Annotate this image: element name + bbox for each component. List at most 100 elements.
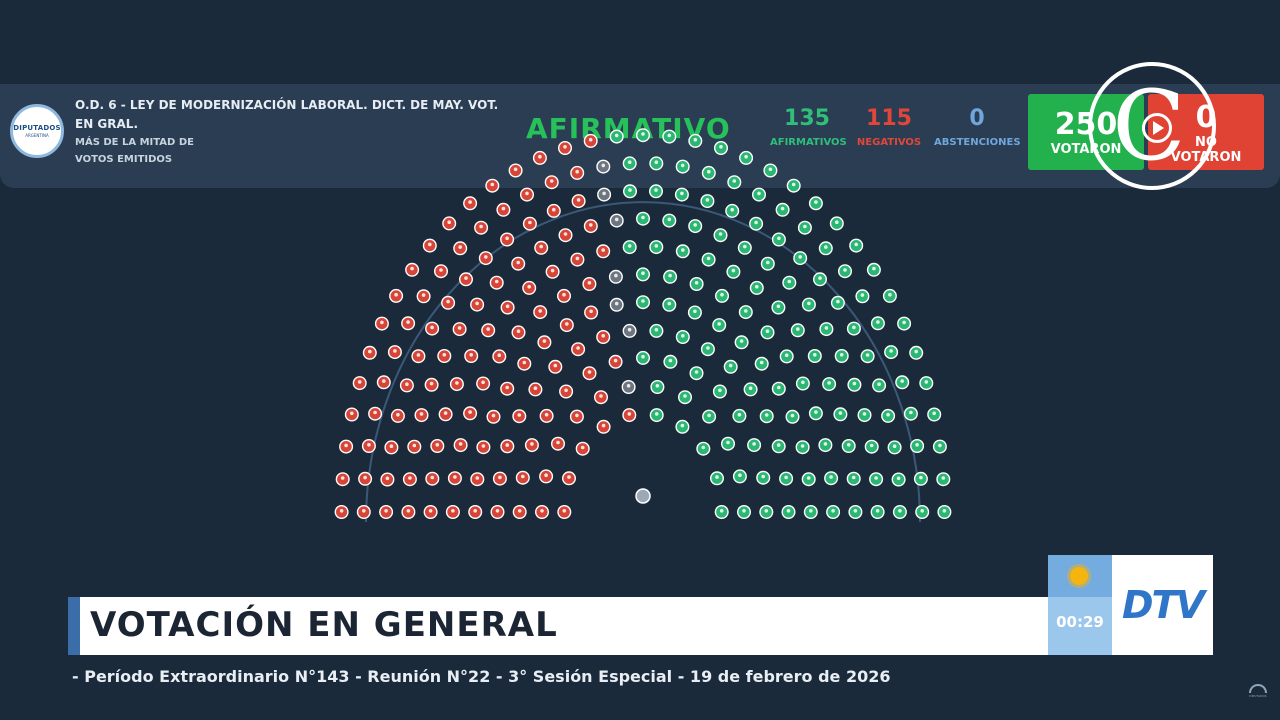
seat-person-icon [898,509,902,513]
seat-person-icon [382,379,386,383]
seat-person-icon [892,444,897,449]
seat-person-icon [575,413,579,418]
seat-person-icon [490,182,495,187]
seat-person-icon [860,293,865,297]
seat-person-icon [538,309,542,313]
seat-person-icon [428,509,433,513]
stat-abstenciones-value: 0 [969,106,985,131]
seat-person-icon [889,349,893,353]
seat-person-icon [442,353,447,357]
seat-person-icon [563,145,567,149]
seat-person-icon [494,279,499,284]
seat-person-icon [896,476,901,481]
seat-person-icon [938,443,942,448]
seat-person-icon [344,443,348,448]
seat-person-icon [654,327,659,332]
seat-person-icon [614,217,619,222]
seat-person-icon [567,475,571,479]
vote-header: DIPUTADOS ARGENTINA O.D. 6 - LEY DE MODE… [0,84,1280,188]
seat-person-icon [339,509,344,513]
seat-person-icon [556,440,560,445]
seat-person-icon [776,443,781,447]
seat-person-icon [654,160,659,164]
seat-person-icon [475,301,479,306]
seat-person-icon [694,281,699,285]
seat-person-icon [410,266,414,271]
seat-person-icon [406,509,411,513]
seat-person-icon [800,444,805,448]
seat-person-icon [473,509,478,513]
diputados-seal-icon: DIPUTADOS ARGENTINA [10,104,64,158]
seat-person-icon [641,299,645,303]
seat-person-icon [475,476,480,480]
seat-person-icon [757,191,761,196]
seat-person-icon [768,167,773,172]
seat-person-icon [576,346,580,350]
seat-person-icon [628,188,632,192]
seat-person-icon [458,442,463,446]
seat-person-icon [728,363,733,368]
seat-person-icon [627,244,632,248]
seat-person-icon [491,413,496,418]
seat-person-icon [719,509,724,513]
seat-person-icon [752,442,756,446]
seat-person-icon [823,442,828,446]
bill-title: O.D. 6 - LEY DE MODERNIZACIÓN LABORAL. D… [75,98,499,131]
diputados-chamber-icon: DIPUTADOS [1246,682,1270,702]
seat-person-icon [843,268,847,272]
seat-person-icon [742,509,746,513]
seat-person-icon [626,384,631,388]
seat-person-icon [429,381,434,386]
seat-person-icon [730,207,734,212]
seat-person-icon [363,475,367,480]
seat-person-icon [875,509,880,513]
seat-person-icon [655,384,660,388]
seat-person-icon [744,154,748,159]
seat-person-icon [765,329,770,334]
seat-person-icon [627,412,632,416]
seat-person-icon [877,382,881,387]
seat-person-icon [744,309,748,313]
seat-person-icon [373,410,377,415]
seat-person-icon [525,191,529,196]
seat-person-icon [501,206,506,211]
seat-person-icon [667,217,672,222]
seat-person-icon [706,346,710,350]
seat-person-icon [587,370,592,374]
seat-person-icon [919,475,923,480]
seat-person-icon [435,443,440,447]
seat-person-icon [668,273,672,278]
seat-person-icon [505,304,510,309]
seat-person-icon [693,223,697,227]
seat-person-icon [654,412,659,416]
seat-person-icon [865,353,870,357]
lower-third-bar: VOTACIÓN EN GENERAL [68,597,1048,655]
stat-abstenciones: 0 ABSTENCIONES [934,106,1021,148]
seat-person-icon [565,322,569,326]
seat-person-icon [777,236,781,241]
seat-person-icon [764,509,769,513]
clock-display: 00:29 [1056,613,1104,631]
seat-person-icon [681,248,685,252]
seat-person-icon [732,179,737,183]
stat-negativos: 115 NEGATIVOS [856,106,922,148]
seat-person-icon [464,276,468,280]
seat-person-icon [807,301,811,306]
seat-person-icon [484,255,488,259]
majority-rule: MÁS DE LA MITAD DE VOTOS EMITIDOS [75,137,194,165]
seat-person-icon [521,474,525,479]
seat-person-icon [553,363,558,368]
seat-person-icon [481,380,485,385]
seat-person-icon [738,473,742,478]
seat-person-icon [588,137,593,142]
seat-person-icon [601,423,606,428]
seat-person-icon [479,224,483,229]
seat-person-icon [641,271,645,276]
seat-person-icon [602,191,606,196]
seat-person-icon [533,386,538,391]
seat-person-icon [614,301,619,306]
stat-negativos-label: NEGATIVOS [856,137,922,148]
seat-person-icon [601,334,605,338]
seat-person-icon [443,411,448,415]
seat-person-icon [915,443,919,447]
